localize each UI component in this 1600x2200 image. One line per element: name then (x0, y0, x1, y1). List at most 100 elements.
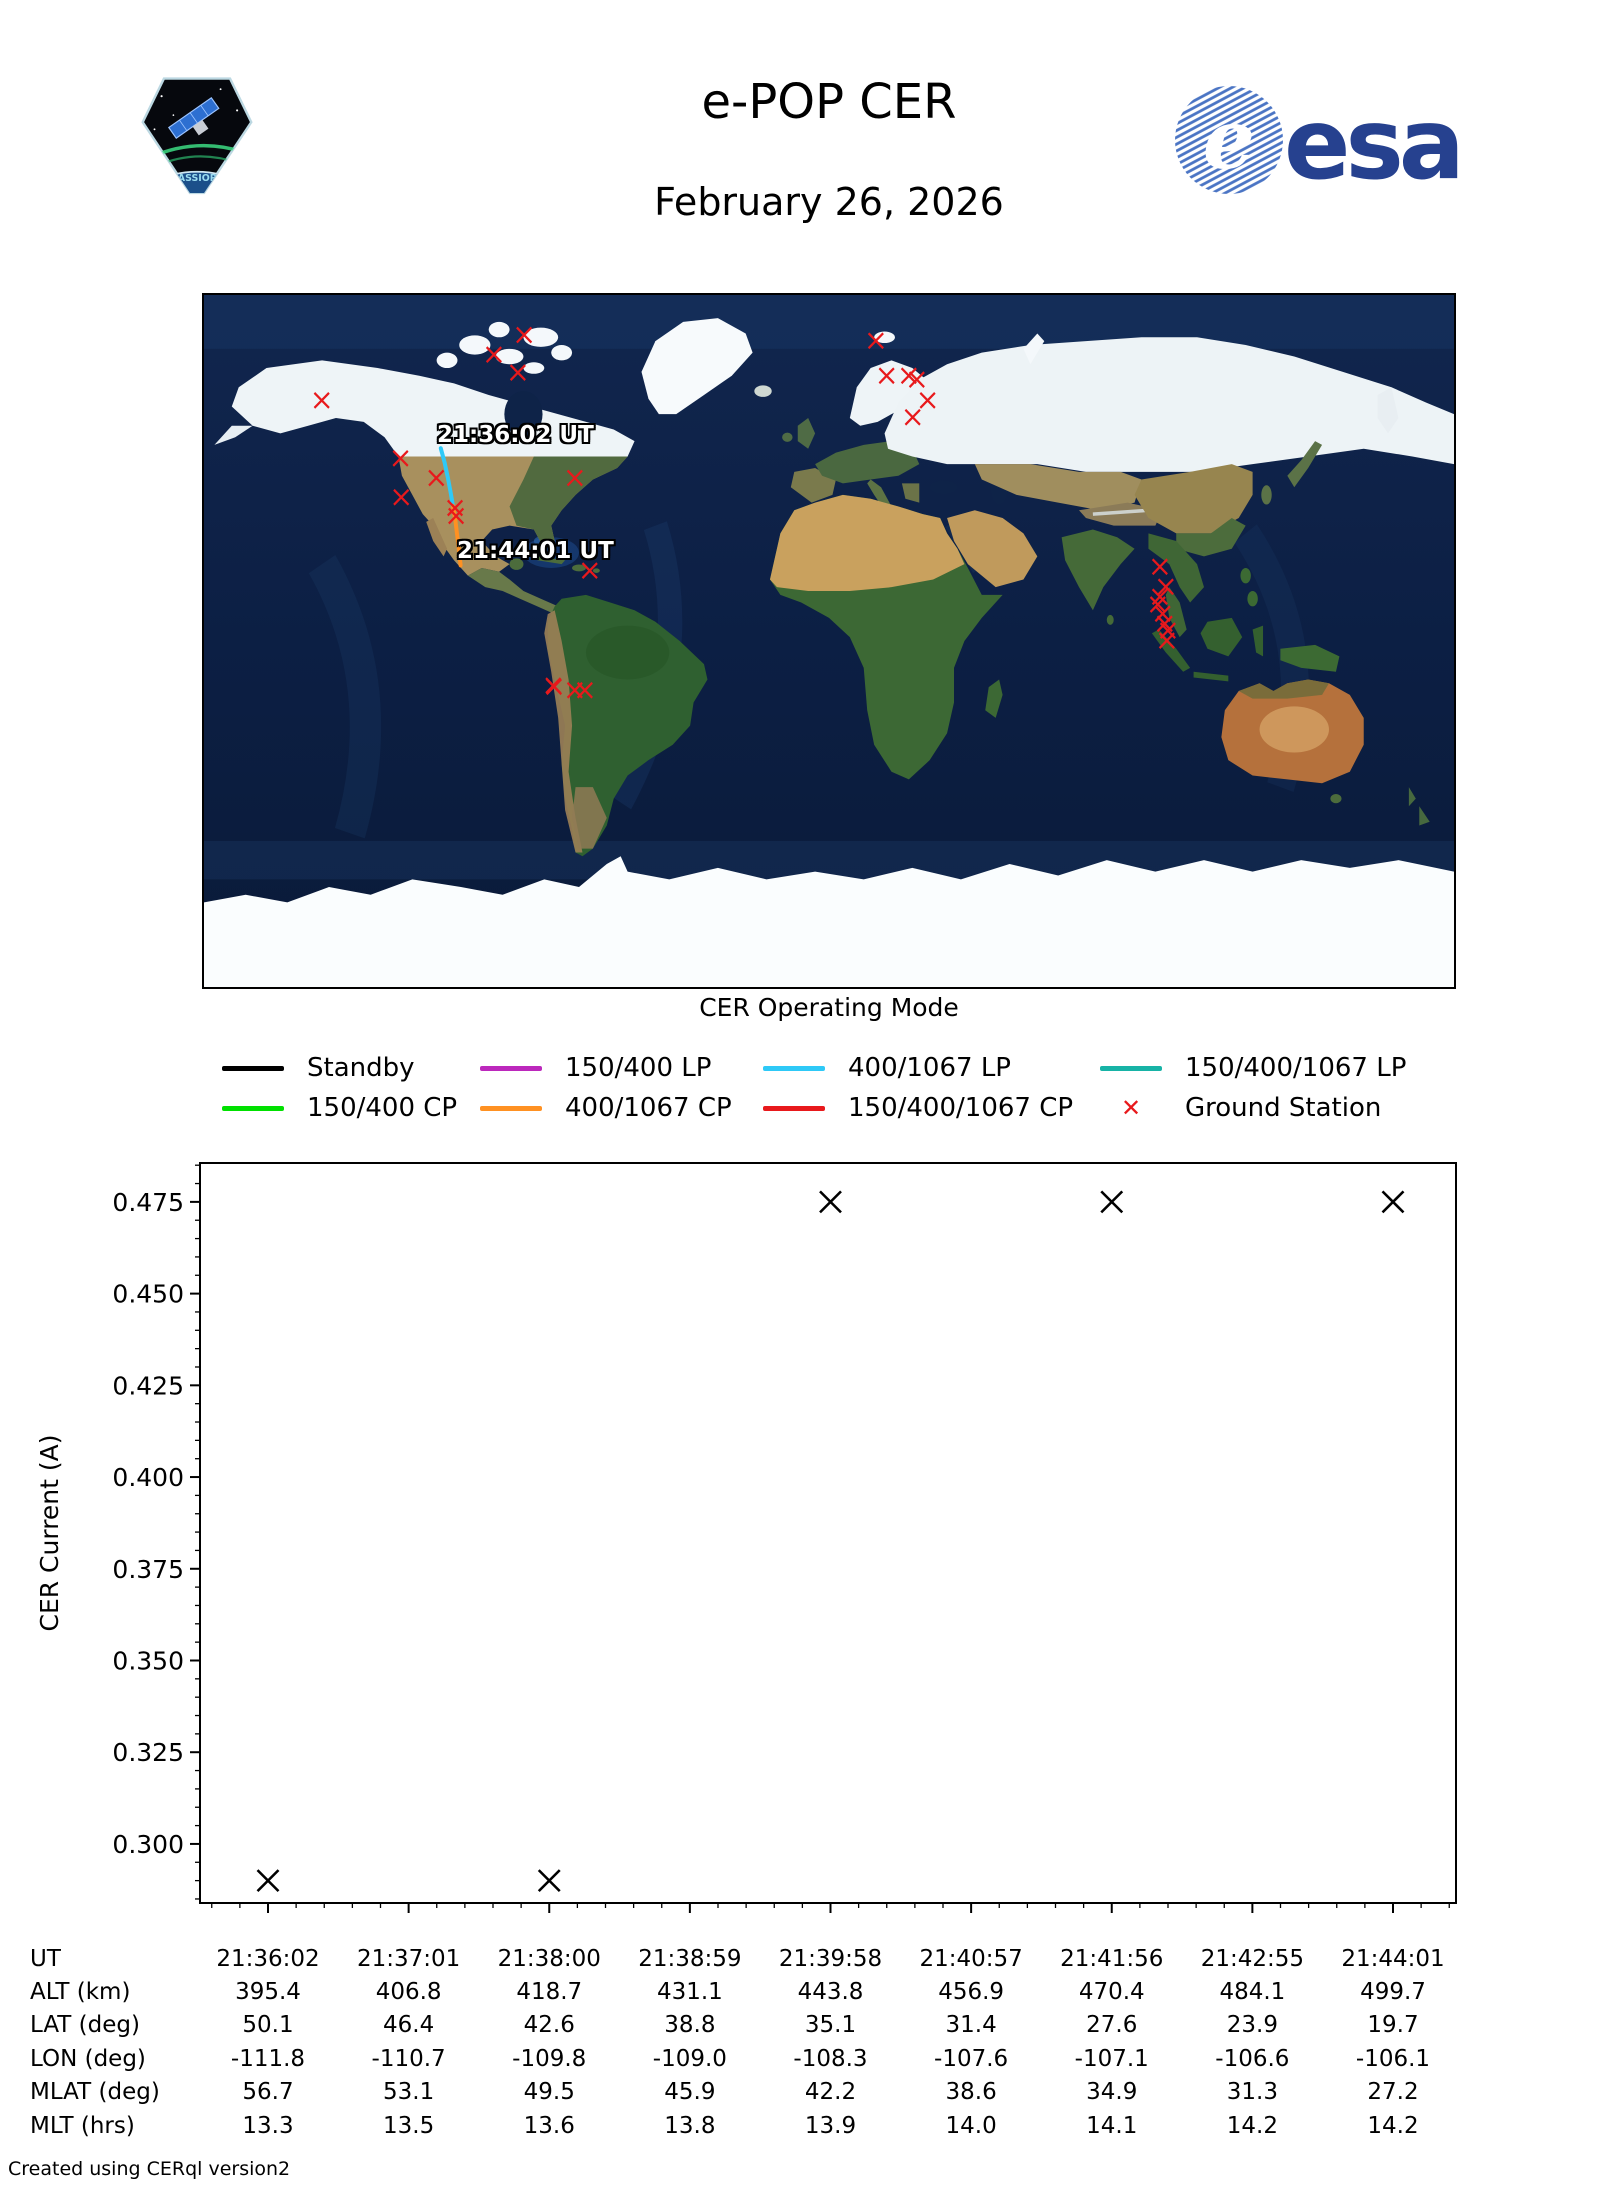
table-row-label: MLT (hrs) (30, 2113, 135, 2139)
data-point-x-marker (1100, 1190, 1124, 1214)
legend-item: ✕ Ground Station (1100, 1093, 1382, 1123)
table-cell: 21:39:58 (778, 1946, 883, 1972)
svg-text:e: e (1203, 92, 1255, 188)
data-point-x-marker (256, 1869, 280, 1893)
table-cell: 484.1 (1219, 1979, 1286, 2005)
ground-station-x-icon (545, 678, 563, 696)
table-cell: 14.2 (1367, 2113, 1419, 2139)
table-cell: -106.1 (1355, 2046, 1431, 2072)
table-cell: 406.8 (375, 1979, 442, 2005)
table-cell: 21:42:55 (1200, 1946, 1305, 1972)
cer-current-plot: 0.300 0.325 0.350 0.375 0.400 0.425 0.450 0.475… (35, 1162, 1457, 1913)
table-cell: 42.6 (523, 2012, 575, 2038)
table-cell: 395.4 (235, 1979, 301, 2005)
data-point-x-marker (819, 1190, 842, 1214)
legend-item: 150/400 LP (480, 1053, 712, 1083)
ground-station-x-icon (900, 367, 917, 385)
table-cell: -109.0 (652, 2046, 727, 2072)
table-cell: 14.1 (1086, 2113, 1138, 2139)
table-cell: 38.8 (664, 2012, 716, 2038)
table-cell: -108.3 (793, 2046, 868, 2072)
table-cell: 53.1 (383, 2079, 435, 2105)
page-title: e-POP CER (701, 74, 957, 130)
ground-station-x-icon (581, 562, 598, 580)
ground-station-x-icon (566, 469, 583, 487)
table-cell: 38.6 (945, 2079, 997, 2105)
table-cell: 21:37:01 (356, 1946, 461, 1972)
y-tick-label: 0.450 (112, 1280, 184, 1309)
y-tick-label: 0.350 (112, 1646, 184, 1675)
legend-line-swatch (763, 1105, 825, 1111)
table-cell: -107.1 (1074, 2046, 1149, 2072)
ground-station-x-icon: ✕ (1120, 1094, 1142, 1122)
legend-item-label: 150/400/1067 CP (848, 1093, 1074, 1123)
table-cell: 443.8 (797, 1979, 864, 2005)
table-cell: 499.7 (1360, 1979, 1426, 2005)
legend-item: Standby (222, 1053, 415, 1083)
ground-station-x-icon (908, 371, 925, 388)
ground-station-x-icon (1157, 578, 1174, 596)
world-map-image (204, 295, 1454, 987)
table-cell: 45.9 (664, 2079, 716, 2105)
table-cell: 46.4 (383, 2012, 435, 2038)
legend-item-label: 150/400/1067 LP (1185, 1053, 1407, 1083)
legend-line-swatch (222, 1105, 284, 1111)
ground-station-x-icon (1149, 596, 1166, 613)
table-cell: 19.7 (1367, 2012, 1419, 2038)
table-cell: 13.5 (383, 2113, 435, 2139)
y-tick-label: 0.325 (112, 1738, 184, 1767)
footer-credit: Created using CERql version2 (8, 2158, 291, 2180)
table-cell: 21:38:00 (497, 1946, 601, 1972)
table-cell: 13.6 (523, 2113, 575, 2139)
table-cell: 13.8 (664, 2113, 716, 2139)
table-row-label: LAT (deg) (30, 2012, 140, 2038)
table-row-label: UT (30, 1946, 61, 1972)
table-cell: 21:44:01 (1341, 1946, 1445, 1972)
table-cell: -109.8 (512, 2046, 587, 2072)
ground-station-x-icon (313, 391, 330, 409)
table-cell: 14.2 (1226, 2113, 1278, 2139)
table-row-label: ALT (km) (30, 1979, 131, 2005)
legend-item: 150/400/1067 CP (763, 1093, 1074, 1123)
legend-item-label: 400/1067 CP (565, 1093, 732, 1123)
legend-item-label: 150/400 LP (565, 1053, 712, 1083)
table-cell: 13.9 (804, 2113, 857, 2139)
table-cell: 14.0 (945, 2113, 997, 2139)
y-tick-label: 0.375 (112, 1555, 184, 1584)
ground-station-x-icon (1151, 558, 1168, 576)
page-date: February 26, 2026 (654, 180, 1004, 224)
table-cell: -110.7 (371, 2046, 446, 2072)
world-map (202, 293, 1456, 989)
mission-patch-icon: CASSIOPE (141, 77, 253, 195)
y-tick-label: 0.425 (112, 1371, 184, 1400)
legend-item-label: 150/400 CP (307, 1093, 458, 1123)
table-cell: 34.9 (1086, 2079, 1138, 2105)
ground-station-x-icon (919, 391, 936, 409)
legend-item: 150/400/1067 LP (1100, 1053, 1407, 1083)
y-tick-label: 0.400 (112, 1463, 184, 1492)
table-cell: 31.4 (945, 2012, 997, 2038)
table-cell: 31.3 (1226, 2079, 1278, 2105)
table-cell: 42.2 (804, 2079, 857, 2105)
ground-station-markers (313, 326, 1176, 699)
legend-item: 400/1067 LP (763, 1053, 1011, 1083)
table-cell: 470.4 (1078, 1979, 1145, 2005)
cassiope-mission-patch-logo: CASSIOPE (138, 75, 256, 195)
table-cell: 13.3 (242, 2113, 294, 2139)
legend-line-swatch (763, 1065, 825, 1071)
legend-item: 400/1067 CP (480, 1093, 732, 1123)
table-cell: 431.1 (656, 1979, 723, 2005)
ground-station-x-icon (509, 364, 526, 382)
table-cell: -107.6 (934, 2046, 1009, 2072)
legend-item-label: Ground Station (1185, 1093, 1382, 1123)
table-cell: 418.7 (516, 1979, 583, 2005)
table-cell: 456.9 (938, 1979, 1005, 2005)
legend-item-label: 400/1067 LP (848, 1053, 1011, 1083)
table-cell: 21:41:56 (1060, 1946, 1164, 1972)
legend-line-swatch (222, 1065, 284, 1071)
table-cell: 21:36:02 (216, 1946, 320, 1972)
ground-station-x-icon (516, 326, 533, 344)
table-cell: -106.6 (1215, 2046, 1290, 2072)
legend-line-swatch (480, 1065, 542, 1071)
